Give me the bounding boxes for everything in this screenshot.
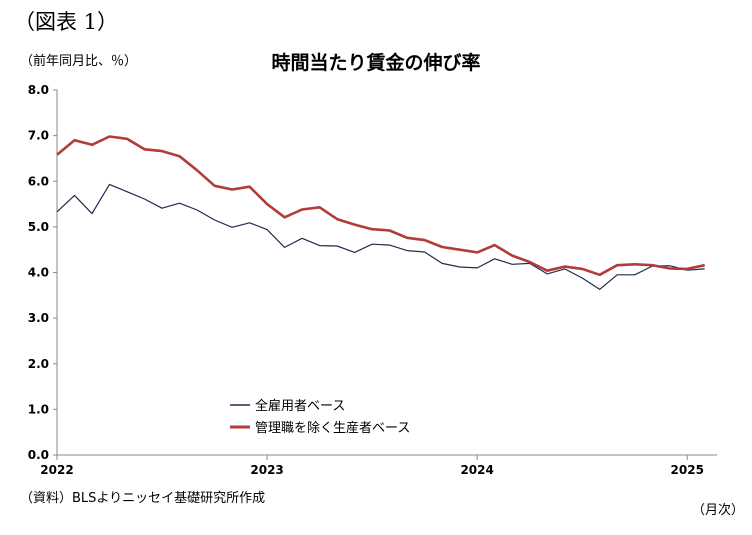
figure-label: （図表 1） xyxy=(14,10,119,34)
source-note: （資料）BLSよりニッセイ基礎研究所作成 xyxy=(20,491,266,506)
x-axis-ticks: 2022 2023 2024 2025 xyxy=(40,455,704,477)
series-lines xyxy=(56,135,705,290)
legend-label-1: 全雇用者ベース xyxy=(255,398,345,414)
chart-axes xyxy=(56,90,717,456)
y-axis-ticks: 8.0 7.0 6.0 5.0 4.0 3.0 2.0 1.0 0.0 xyxy=(28,83,57,462)
legend-label-2: 管理職を除く生産者ベース xyxy=(255,420,410,436)
y-tick-label: 6.0 xyxy=(28,174,49,188)
chart-title: 時間当たり賃金の伸び率 xyxy=(271,52,481,74)
y-tick-label: 3.0 xyxy=(28,311,49,325)
y-tick-label: 7.0 xyxy=(28,129,49,143)
x-tick-label: 2022 xyxy=(40,463,73,477)
y-tick-label: 5.0 xyxy=(28,220,49,234)
x-tick-label: 2023 xyxy=(250,463,283,477)
x-tick-label: 2025 xyxy=(671,463,704,477)
y-unit-label: （前年同月比、％） xyxy=(20,54,138,69)
y-tick-label: 2.0 xyxy=(28,357,49,371)
x-tick-label: 2024 xyxy=(460,463,493,477)
series-line-2 xyxy=(56,135,705,277)
y-tick-label: 4.0 xyxy=(28,266,49,280)
y-tick-label: 8.0 xyxy=(28,83,49,97)
x-unit-label: （月次） xyxy=(692,503,745,518)
y-tick-label: 0.0 xyxy=(28,448,49,462)
series-line-1 xyxy=(56,183,705,290)
y-tick-label: 1.0 xyxy=(28,402,49,416)
